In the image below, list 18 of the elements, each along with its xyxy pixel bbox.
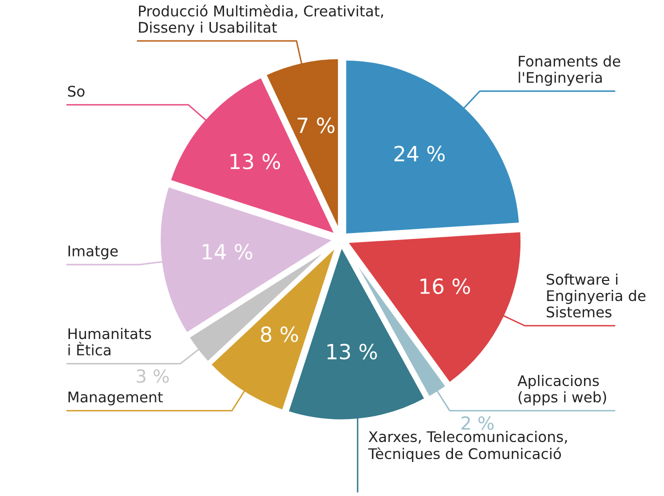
- data-label: 24 %: [394, 146, 445, 162]
- slice-label: Aplicacions (apps i web): [518, 374, 606, 406]
- data-label: 8 %: [260, 326, 298, 342]
- slice-label: Software i Enginyeria de Sistemes: [546, 274, 646, 318]
- data-label: 13 %: [230, 154, 280, 170]
- slice-label: Producció Multimèdia, Creativitat, Disseny i Usabilitat: [139, 4, 383, 36]
- slice-label: Fonaments de l'Enginyeria: [518, 55, 620, 86]
- slice-label: Xarxes, Telecomunicacions, Tècniques de Comunicació: [368, 430, 567, 462]
- data-label: 7 %: [298, 117, 334, 134]
- slice-label: Management: [68, 392, 163, 406]
- data-label: 3 %: [136, 369, 169, 383]
- data-label: 14 %: [202, 244, 252, 260]
- data-label: 13 %: [327, 344, 377, 360]
- data-label: 2 %: [462, 416, 494, 430]
- slice-label: So: [68, 86, 84, 97]
- slice-label: Imatge: [68, 246, 118, 260]
- data-label: 16 %: [420, 278, 470, 294]
- slice-label: Humanitats i Ètica: [68, 328, 152, 356]
